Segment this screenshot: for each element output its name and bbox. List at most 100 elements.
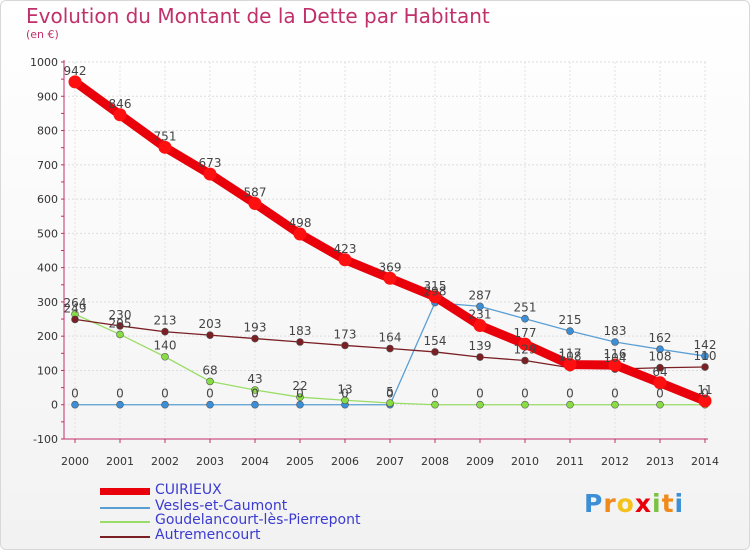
data-label-2-1: 205: [109, 316, 132, 330]
x-tick-label: 2013: [646, 455, 674, 468]
series-lines: [68, 75, 712, 409]
x-tick-label: 2010: [511, 455, 539, 468]
data-point-0-13: [653, 376, 667, 390]
data-point-2-8: [431, 400, 439, 409]
data-point-1-0: [71, 400, 79, 409]
data-label-0-0: 942: [64, 64, 87, 78]
data-label-2-0: 264: [64, 296, 87, 310]
data-label-1-0: 0: [71, 387, 79, 401]
x-tick-label: 2004: [241, 455, 269, 468]
data-point-1-1: [116, 400, 124, 409]
data-point-1-11: [566, 327, 574, 335]
data-point-3-0: [71, 315, 79, 324]
data-label-3-9: 139: [469, 339, 492, 353]
legend-label-cuirieux: CUIRIEUX: [155, 482, 222, 498]
data-point-2-7: [386, 399, 394, 407]
data-point-0-12: [608, 358, 622, 372]
data-point-3-6: [341, 341, 349, 350]
data-label-0-2: 751: [154, 129, 177, 143]
data-point-3-9: [476, 353, 484, 361]
data-point-3-14: [701, 363, 709, 371]
data-point-0-0: [68, 75, 82, 89]
data-label-3-12: 104: [604, 351, 627, 365]
data-point-1-4: [251, 400, 259, 409]
data-point-3-1: [116, 322, 124, 330]
data-label-3-1: 230: [109, 308, 132, 322]
y-tick-label: 800: [37, 125, 58, 138]
data-point-2-11: [566, 400, 574, 409]
data-label-1-1: 0: [116, 387, 124, 401]
data-label-2-7: 5: [386, 385, 394, 399]
data-label-3-2: 213: [154, 314, 177, 328]
x-tick-label: 2011: [556, 455, 584, 468]
data-point-0-14: [698, 394, 712, 408]
data-label-3-14: 110: [694, 349, 717, 363]
data-point-1-2: [161, 400, 169, 409]
axes: [61, 60, 708, 443]
x-tick-label: 2006: [331, 455, 359, 468]
data-point-2-4: [251, 386, 259, 394]
data-label-2-4: 43: [247, 372, 262, 386]
data-point-2-13: [656, 400, 664, 409]
data-label-2-10: 0: [521, 387, 529, 401]
data-label-2-9: 0: [476, 387, 484, 401]
data-point-3-13: [656, 363, 664, 372]
grid-lines: [64, 61, 708, 440]
y-tick-label: 0: [51, 399, 58, 412]
data-label-0-13: 64: [652, 365, 667, 379]
data-point-1-5: [296, 400, 304, 409]
data-point-2-5: [296, 393, 304, 401]
data-label-1-3: 0: [206, 387, 214, 401]
data-label-0-4: 587: [244, 186, 267, 200]
data-label-1-7: 0: [386, 387, 394, 401]
y-tick-label: 700: [37, 159, 58, 172]
data-label-0-3: 673: [199, 156, 222, 170]
legend-swatch-vesles: [100, 507, 150, 509]
data-label-2-14: 0: [701, 387, 709, 401]
data-label-2-11: 0: [566, 387, 574, 401]
x-tick-label: 2007: [376, 455, 404, 468]
data-point-3-5: [296, 338, 304, 346]
data-point-3-8: [431, 348, 439, 356]
chart-unit: (en €): [26, 28, 59, 41]
y-tick-label: 300: [37, 296, 58, 309]
data-point-1-9: [476, 302, 484, 311]
data-point-1-14: [701, 352, 709, 360]
data-label-2-5: 22: [292, 379, 307, 393]
legend-label-goudelancourt: Goudelancourt-lès-Pierrepont: [155, 512, 361, 528]
data-point-3-7: [386, 344, 394, 353]
data-point-0-4: [248, 197, 262, 211]
data-point-0-11: [563, 358, 577, 372]
data-label-3-0: 249: [64, 301, 87, 315]
data-point-0-8: [428, 290, 442, 304]
y-tick-label: 500: [37, 227, 58, 240]
y-tick-label: 100: [37, 364, 58, 377]
data-point-0-1: [113, 108, 127, 122]
legend-swatch-goudelancourt: [100, 521, 150, 523]
data-point-1-13: [656, 345, 664, 354]
data-label-0-7: 369: [379, 260, 402, 274]
data-label-3-8: 154: [424, 334, 447, 348]
data-label-2-13: 0: [656, 387, 664, 401]
data-point-0-10: [518, 337, 532, 351]
x-tick-label: 2014: [691, 455, 719, 468]
data-point-0-9: [473, 319, 487, 333]
data-label-1-11: 215: [559, 313, 582, 327]
data-point-3-4: [251, 334, 259, 343]
data-label-1-10: 251: [514, 301, 537, 315]
data-point-2-9: [476, 400, 484, 409]
x-tick-label: 2001: [106, 455, 134, 468]
x-tick-label: 2003: [196, 455, 224, 468]
data-label-2-8: 0: [431, 387, 439, 401]
data-point-2-2: [161, 352, 169, 361]
y-tick-label: 400: [37, 262, 58, 275]
data-label-1-5: 0: [296, 387, 304, 401]
data-label-3-11: 108: [559, 350, 582, 364]
y-tick-label: 600: [37, 193, 58, 206]
data-label-0-8: 315: [424, 279, 447, 293]
data-label-1-14: 142: [694, 338, 717, 352]
data-label-3-7: 164: [379, 331, 402, 345]
data-label-3-13: 108: [649, 350, 672, 364]
data-label-3-10: 129: [514, 343, 537, 357]
